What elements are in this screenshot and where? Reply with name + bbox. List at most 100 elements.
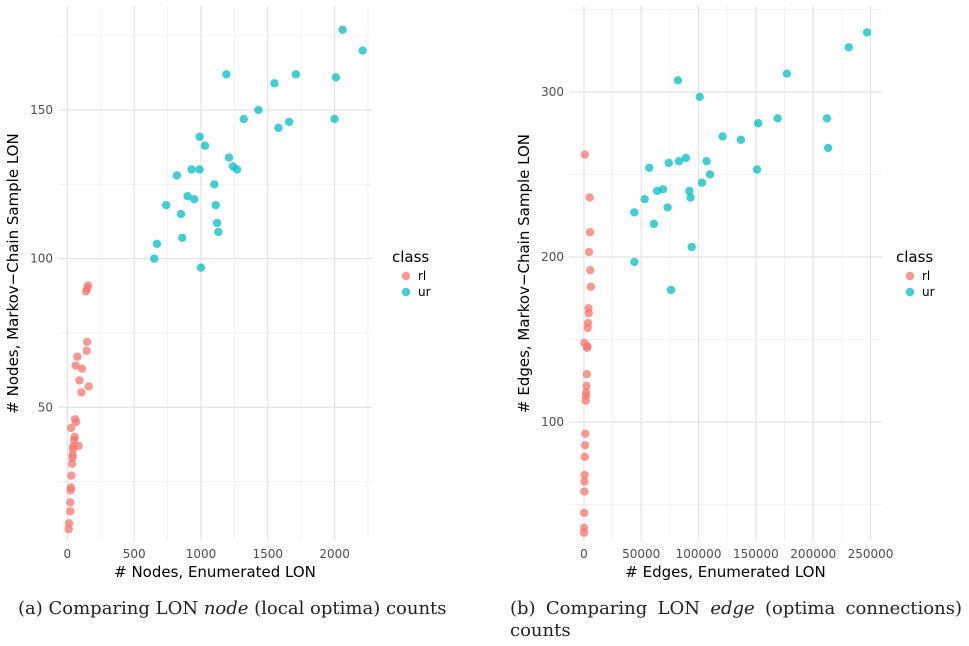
data-point-ur <box>645 163 654 173</box>
data-point-ur <box>681 153 691 163</box>
data-point-rl <box>74 441 83 451</box>
data-point-ur <box>666 285 676 295</box>
data-point-ur <box>862 28 872 37</box>
caption-a: (a) Comparing LON node (local optima) co… <box>18 598 478 620</box>
data-point-ur <box>284 117 294 127</box>
data-point-ur <box>254 105 263 115</box>
nodes-comparison-plot: 0 500 1000 1500 2000 50 100 150 # Nodes, Enumera… <box>4 6 431 581</box>
legend-title: class <box>392 248 429 266</box>
data-point-rl <box>581 429 590 438</box>
data-point-ur <box>291 70 301 79</box>
data-point-rl <box>70 432 79 442</box>
y-tick-label: 150 <box>30 103 53 117</box>
data-point-rl <box>584 247 594 257</box>
legend-key-rl <box>401 271 411 281</box>
data-point-rl <box>580 508 589 518</box>
data-point-ur <box>358 46 367 55</box>
data-point-ur <box>702 157 711 166</box>
y-tick-label: 50 <box>38 400 53 414</box>
data-point-rl <box>586 265 595 275</box>
data-point-rl <box>71 361 80 370</box>
data-point-ur <box>196 263 206 272</box>
data-point-ur <box>195 165 204 174</box>
data-point-rl <box>66 483 76 492</box>
x-tick-label: 150000 <box>733 547 779 561</box>
data-point-ur <box>222 70 231 79</box>
x-tick-label: 1000 <box>186 547 217 561</box>
data-point-ur <box>152 239 162 248</box>
data-point-rl <box>586 282 595 291</box>
data-point-ur <box>664 158 673 168</box>
data-point-rl <box>82 346 91 355</box>
data-point-ur <box>705 170 715 179</box>
data-point-ur <box>270 79 279 88</box>
data-point-rl <box>66 507 75 516</box>
y-axis-title: # Edges, Markov−Chain Sample LON <box>515 134 533 413</box>
caption-a-italic: node <box>203 598 249 619</box>
caption-b-prefix: (b) Comparing LON <box>510 598 711 619</box>
legend-label-rl: rl <box>922 269 930 283</box>
data-point-ur <box>844 43 853 52</box>
data-point-ur <box>736 135 746 144</box>
data-point-ur <box>162 200 171 210</box>
data-point-rl <box>64 524 73 534</box>
legend-key-ur <box>905 287 915 297</box>
caption-a-prefix: (a) Comparing LON <box>18 598 204 619</box>
data-point-ur <box>172 171 182 180</box>
data-point-rl <box>64 518 74 528</box>
data-point-ur <box>200 141 210 150</box>
data-point-rl <box>580 470 589 480</box>
legend-key-rl <box>905 271 915 281</box>
x-tick-label: 100000 <box>676 547 722 561</box>
legend-label-rl: rl <box>418 269 426 283</box>
data-point-ur <box>658 185 668 194</box>
data-point-ur <box>782 69 792 78</box>
y-tick-label: 100 <box>541 415 564 429</box>
data-point-rl <box>77 364 87 373</box>
data-point-ur <box>338 25 347 34</box>
data-point-ur <box>195 132 204 141</box>
data-point-rl <box>580 452 590 461</box>
data-point-ur <box>686 193 695 202</box>
data-point-rl <box>67 459 77 468</box>
data-point-rl <box>75 376 84 385</box>
data-point-ur <box>232 165 242 174</box>
data-point-ur <box>822 114 832 123</box>
data-point-rl <box>66 498 75 507</box>
data-point-ur <box>695 92 704 102</box>
legend-key-ur <box>401 287 411 297</box>
data-point-ur <box>773 114 782 123</box>
data-point-ur <box>176 209 186 219</box>
data-point-ur <box>823 143 833 153</box>
x-axis-title: # Nodes, Enumerated LON <box>114 563 316 581</box>
data-point-rl <box>580 477 589 486</box>
data-point-ur <box>178 233 187 243</box>
x-axis-title: # Edges, Enumerated LON <box>625 563 825 581</box>
data-point-ur <box>674 157 684 166</box>
x-tick-label: 500 <box>123 547 146 561</box>
data-point-ur <box>212 218 222 228</box>
caption-b-italic: edge <box>710 598 755 619</box>
data-point-rl <box>585 193 594 202</box>
x-tick-label: 50000 <box>622 547 660 561</box>
data-point-rl <box>77 388 86 397</box>
data-point-rl <box>582 381 591 390</box>
data-point-rl <box>71 417 81 427</box>
caption-a-suffix: (local optima) counts <box>248 598 447 619</box>
data-point-ur <box>214 227 223 237</box>
data-point-rl <box>583 318 593 328</box>
data-point-rl <box>580 487 589 496</box>
data-point-rl <box>73 352 82 361</box>
data-point-ur <box>224 153 234 162</box>
y-axis-title: # Nodes, Markov−Chain Sample LON <box>4 133 22 413</box>
data-point-ur <box>640 194 649 204</box>
data-point-rl <box>580 338 589 348</box>
data-point-ur <box>673 76 683 85</box>
data-point-rl <box>581 388 591 397</box>
legend-title: class <box>896 248 933 266</box>
data-point-ur <box>697 178 707 187</box>
data-point-ur <box>685 186 694 196</box>
data-point-rl <box>82 337 92 347</box>
x-tick-label: 250000 <box>848 547 894 561</box>
